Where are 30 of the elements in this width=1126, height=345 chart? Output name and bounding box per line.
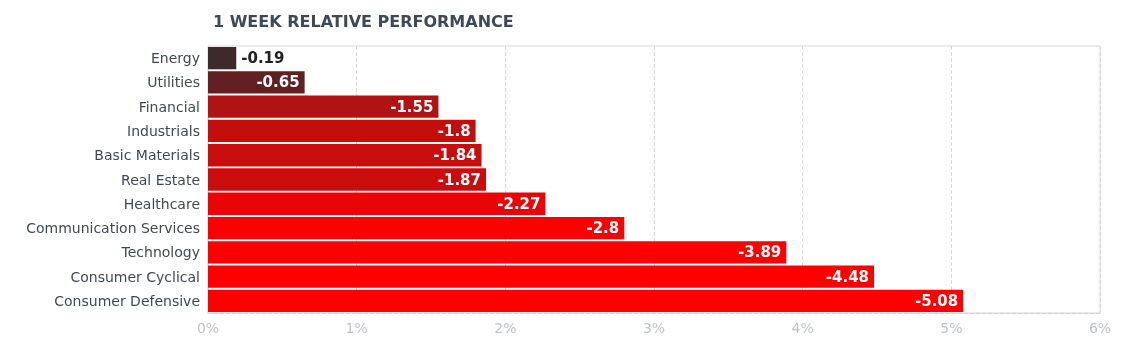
x-tick-label: 6%	[1088, 320, 1112, 336]
y-tick-label: Energy	[150, 50, 200, 67]
data-label: -2.27	[497, 194, 541, 213]
data-label: -1.8	[437, 121, 471, 140]
data-label: -0.65	[256, 73, 300, 92]
data-label: -5.08	[914, 291, 959, 310]
y-tick-label: Communication Services	[26, 220, 200, 237]
chart-title: 1 WEEK RELATIVE PERFORMANCE	[213, 11, 514, 31]
y-tick-label: Real Estate	[121, 171, 200, 188]
y-tick-label: Healthcare	[123, 195, 200, 212]
y-tick-label: Consumer Cyclical	[70, 268, 200, 285]
y-tick-label: Technology	[120, 244, 200, 261]
y-tick-label: Industrials	[127, 122, 200, 139]
y-tick-label: Financial	[138, 98, 200, 115]
y-tick-label: Consumer Defensive	[54, 292, 200, 309]
data-label: -2.8	[586, 219, 620, 238]
data-label: -3.89	[738, 243, 782, 262]
data-label: -4.48	[825, 267, 870, 286]
x-tick-label: 3%	[642, 320, 666, 336]
x-tick-label: 1%	[345, 320, 368, 336]
data-label: -1.84	[433, 146, 477, 165]
y-tick-label: Utilities	[147, 74, 200, 91]
x-tick-label: 0%	[196, 320, 220, 336]
x-tick-label: 4%	[791, 320, 814, 336]
data-label: -0.19	[241, 49, 285, 68]
x-tick-label: 2%	[494, 320, 517, 336]
data-label: -1.55	[390, 97, 434, 116]
data-label: -1.87	[437, 170, 482, 189]
x-tick-label: 5%	[940, 320, 963, 336]
y-tick-label: Basic Materials	[94, 147, 200, 164]
